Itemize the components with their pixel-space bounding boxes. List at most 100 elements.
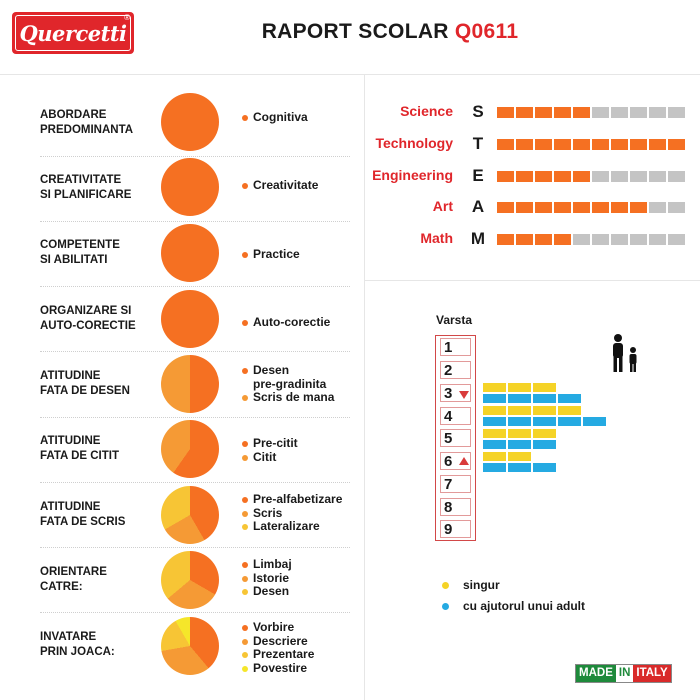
age-bar-segment: [483, 429, 506, 438]
category-label: INVATARE PRIN JOACA:: [40, 631, 115, 658]
bar-segment-filled: [668, 139, 685, 150]
title-code: Q0611: [454, 20, 519, 43]
bar-segment-empty: [668, 107, 685, 118]
bar-segment-empty: [630, 234, 647, 245]
bar-segment-filled: [497, 171, 514, 182]
legend-item: Scris de mana: [242, 390, 372, 405]
bar-segment-empty: [630, 107, 647, 118]
bar-segment-empty: [668, 234, 685, 245]
age-bar-segment: [533, 394, 556, 403]
steam-bar: [497, 171, 685, 182]
steam-letter: S: [472, 102, 484, 121]
in-text: IN: [615, 665, 634, 682]
bar-segment-filled: [516, 139, 533, 150]
steam-letter: M: [470, 229, 486, 248]
made-text: MADE: [576, 665, 616, 682]
age-bar-segment: [533, 417, 556, 426]
age-bar-segment: [483, 383, 506, 392]
bar-segment-filled: [535, 171, 552, 182]
age-bar: [483, 394, 581, 403]
row-separator: [40, 547, 350, 548]
bar-segment-filled: [630, 202, 647, 213]
age-cell: 4: [440, 407, 471, 425]
row-separator: [40, 221, 350, 222]
registered-mark: ®: [124, 13, 130, 22]
steam-letter: T: [472, 134, 484, 153]
pie-chart: [161, 617, 219, 675]
age-cell: 5: [440, 429, 471, 447]
legend-dot: [242, 441, 248, 447]
bar-segment-filled: [611, 139, 628, 150]
bar-segment-filled: [573, 202, 590, 213]
legend-item: Desen: [242, 584, 372, 599]
steam-subject: Art: [432, 198, 453, 214]
legend-item: Auto-corectie: [242, 315, 372, 330]
bar-segment-filled: [516, 234, 533, 245]
page-title: RAPORT SCOLAR Q0611: [200, 20, 580, 44]
key-dot-blue: [442, 603, 449, 610]
legend-dot: [242, 368, 248, 374]
steam-subject: Science: [400, 103, 453, 119]
age-bar-segment: [483, 440, 506, 449]
category-legend: Vorbire Descriere Prezentare Povestire: [242, 620, 372, 675]
bar-segment-filled: [497, 234, 514, 245]
steam-bar: [497, 202, 685, 213]
steam-letter: E: [472, 166, 484, 185]
legend-dot: [242, 497, 248, 503]
quercetti-logo: Quercetti ®: [12, 12, 134, 54]
age-bar: [483, 429, 556, 438]
legend-item: Lateralizare: [242, 519, 372, 534]
row-separator: [40, 482, 350, 483]
row-separator: [40, 286, 350, 287]
bar-segment-filled: [573, 107, 590, 118]
category-label: CREATIVITATE SI PLANIFICARE: [40, 174, 132, 201]
bar-segment-filled: [497, 202, 514, 213]
title-prefix: RAPORT SCOLAR: [261, 20, 449, 43]
legend-dot: [242, 115, 248, 121]
age-bar: [483, 463, 556, 472]
logo-text: Quercetti: [19, 20, 127, 46]
steam-subject: Engineering: [372, 167, 453, 183]
age-bar-segment: [558, 417, 581, 426]
legend-dot: [242, 575, 248, 582]
category-legend: Pre-alfabetizare Scris Lateralizare: [242, 492, 372, 534]
varsta-title: Varsta: [436, 313, 473, 327]
category-legend: Practice: [242, 247, 372, 262]
steam-letter: A: [471, 197, 485, 216]
parent-child-icon: [613, 334, 637, 372]
pie-chart: [161, 93, 219, 151]
category-label: ATITUDINE FATA DE CITIT: [40, 435, 120, 462]
bar-segment-filled: [592, 139, 609, 150]
legend-item: Limbaj: [242, 557, 372, 572]
category-label: ORIENTARE CATRE:: [40, 566, 107, 593]
age-column: 1 2 3 4 5 6 7 8 9: [435, 335, 476, 541]
age-bar-segment: [583, 417, 606, 426]
legend-dot: [242, 252, 248, 258]
age-bar-segment: [483, 417, 506, 426]
bar-segment-filled: [535, 139, 552, 150]
legend-item: Creativitate: [242, 178, 372, 193]
bar-segment-empty: [649, 202, 666, 213]
bar-segment-empty: [592, 234, 609, 245]
row-separator: [40, 417, 350, 418]
bar-segment-filled: [573, 139, 590, 150]
bar-segment-filled: [573, 171, 590, 182]
legend-dot: [242, 638, 248, 645]
row-separator: [40, 612, 350, 613]
category-label: ABORDARE PREDOMINANTA: [40, 109, 134, 136]
bar-segment-filled: [554, 202, 571, 213]
age-cell: 2: [440, 361, 471, 379]
pie-chart: [161, 158, 219, 216]
bar-segment-empty: [573, 234, 590, 245]
bar-segment-empty: [592, 107, 609, 118]
category-label: COMPETENTE SI ABILITATI: [40, 239, 120, 266]
legend-dot: [242, 320, 248, 326]
bar-segment-empty: [611, 171, 628, 182]
column-divider: [364, 74, 365, 700]
italy-text: ITALY: [633, 665, 671, 682]
legend-item: Pre-citit: [242, 436, 372, 451]
age-bar-segment: [533, 406, 556, 415]
legend-dot: [242, 625, 248, 631]
age-bar-segment: [508, 429, 531, 438]
bar-segment-filled: [516, 171, 533, 182]
